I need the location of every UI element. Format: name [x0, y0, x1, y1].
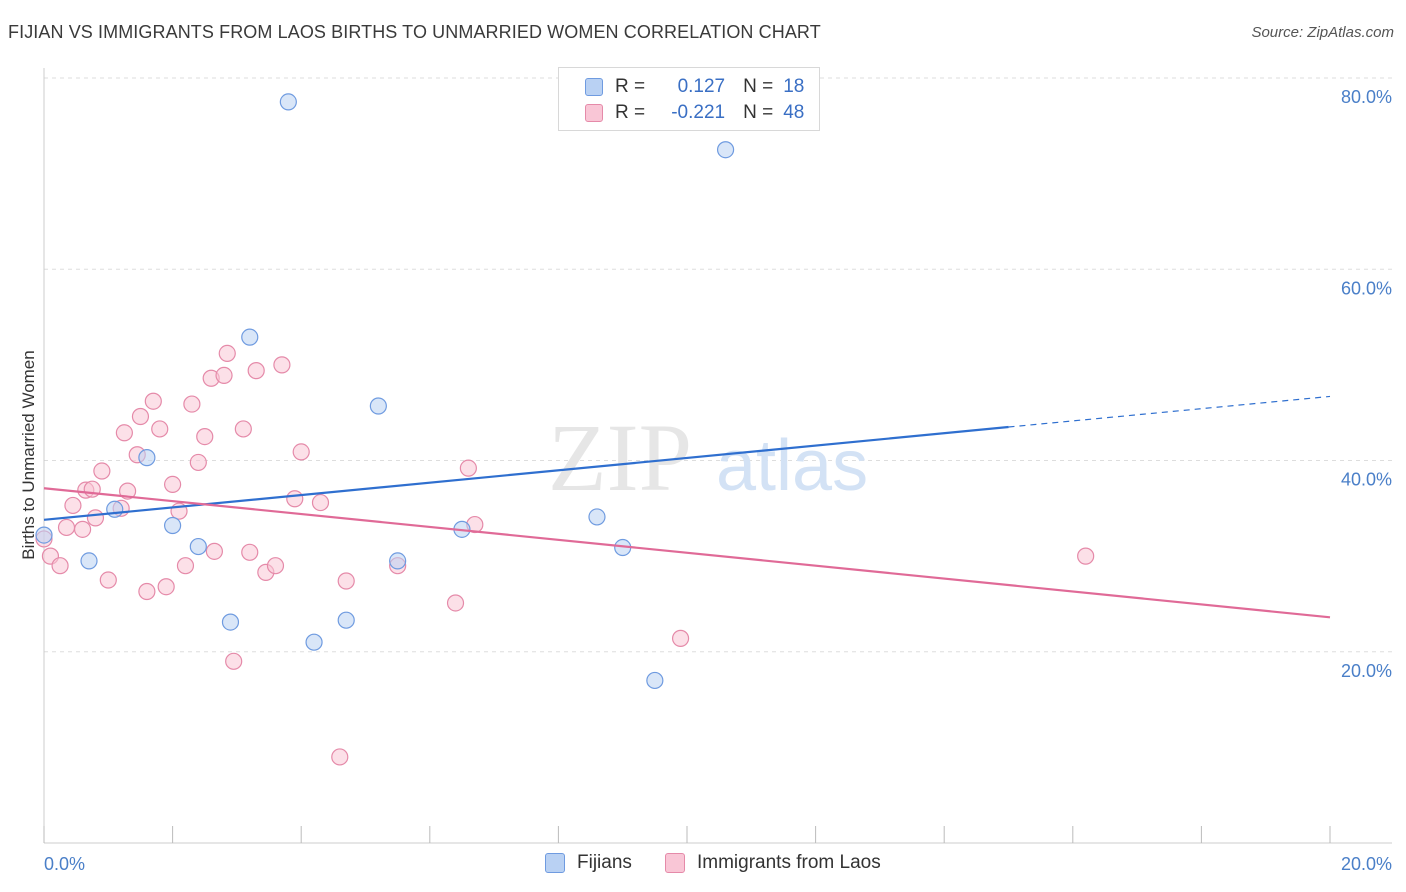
- laos-point: [151, 420, 169, 438]
- laos-point: [138, 582, 156, 601]
- laos-point: [196, 427, 214, 446]
- fijians-legend-label: Fijians: [577, 852, 632, 873]
- laos-point: [215, 366, 233, 384]
- laos-points: [35, 344, 1095, 766]
- fijian-point: [279, 93, 297, 111]
- y-tick-label: 60.0%: [1341, 278, 1392, 298]
- laos-point: [671, 629, 690, 647]
- laos-point: [241, 543, 259, 561]
- legend-row-laos: R = -0.221 N = 48: [585, 101, 804, 125]
- chart-title: FIJIAN VS IMMIGRANTS FROM LAOS BIRTHS TO…: [8, 22, 821, 42]
- x-tick-label-max: 20.0%: [1341, 854, 1392, 874]
- laos-swatch: [585, 104, 603, 122]
- y-tick-label: 80.0%: [1341, 87, 1392, 107]
- fijians-legend-swatch: [545, 853, 565, 873]
- laos-legend-swatch: [665, 853, 685, 873]
- fijian-point: [80, 552, 98, 570]
- n-value-laos: 48: [783, 102, 805, 123]
- fijian-point: [588, 508, 606, 526]
- laos-point: [234, 420, 252, 438]
- fijian-point: [241, 328, 259, 346]
- y-axis-title: Births to Unmarried Women: [19, 350, 38, 559]
- laos-point: [93, 462, 111, 480]
- laos-point: [205, 542, 223, 560]
- legend-row-fijians: R = 0.127 N = 18: [585, 75, 804, 99]
- fijian-point: [106, 500, 124, 518]
- laos-point: [144, 392, 162, 410]
- laos-point: [83, 480, 101, 498]
- r-value-laos: -0.221: [671, 102, 726, 123]
- laos-legend-label: Immigrants from Laos: [697, 852, 881, 873]
- x-tick-label-min: 0.0%: [44, 854, 85, 874]
- fijian-point: [164, 516, 182, 535]
- legend-item-fijians: Fijians: [545, 852, 632, 874]
- laos-point: [446, 594, 465, 612]
- fijian-point: [138, 449, 156, 467]
- laos-point: [311, 493, 330, 512]
- laos-point: [189, 453, 207, 472]
- laos-point: [157, 578, 175, 596]
- watermark-zip: ZIP: [548, 404, 692, 511]
- laos-point: [86, 509, 105, 527]
- fijian-point: [221, 613, 240, 631]
- grid-layer: 20.0% 40.0% 60.0% 80.0%: [44, 77, 1392, 681]
- laos-point: [247, 362, 265, 380]
- source-label: Source: ZipAtlas.com: [1251, 24, 1394, 41]
- laos-point: [292, 443, 310, 461]
- laos-point: [218, 344, 236, 362]
- laos-point: [225, 652, 243, 670]
- legend-item-laos: Immigrants from Laos: [665, 852, 881, 874]
- laos-point: [51, 557, 69, 575]
- fijians-swatch: [585, 78, 603, 96]
- zipatlas-watermark: ZIP atlas: [548, 404, 868, 511]
- correlation-legend: R = 0.127 N = 18 R = -0.221 N = 48: [558, 67, 820, 131]
- fijian-point: [716, 141, 735, 159]
- fijian-point: [646, 671, 664, 690]
- laos-point: [115, 424, 133, 442]
- n-label: N =: [743, 76, 774, 97]
- y-tick-label: 20.0%: [1341, 661, 1392, 681]
- fijian-point: [305, 633, 323, 651]
- series-legend: Fijians Immigrants from Laos: [0, 852, 1406, 876]
- laos-point: [118, 482, 137, 500]
- laos-point: [337, 572, 355, 590]
- y-tick-label: 40.0%: [1341, 470, 1392, 490]
- watermark-atlas: atlas: [716, 426, 868, 506]
- laos-point: [331, 748, 349, 766]
- fijian-point: [337, 611, 355, 629]
- laos-point: [164, 475, 182, 494]
- laos-point: [73, 520, 92, 538]
- laos-point: [176, 557, 195, 575]
- laos-trend-line: [43, 487, 1331, 619]
- r-value-fijians: 0.127: [677, 76, 726, 97]
- fijian-point: [189, 537, 207, 556]
- r-label: R =: [615, 76, 646, 97]
- laos-point: [57, 518, 76, 537]
- laos-point: [99, 571, 117, 589]
- n-value-fijians: 18: [783, 76, 805, 97]
- axis-layer: 0.0% 20.0%: [43, 68, 1392, 874]
- laos-point: [131, 407, 150, 426]
- laos-point: [273, 356, 291, 374]
- fijian-point: [35, 526, 53, 544]
- fijian-points: [35, 93, 735, 690]
- fijian-point: [389, 552, 407, 570]
- fijians-trend-extension: [1008, 395, 1331, 428]
- laos-point: [459, 459, 477, 477]
- laos-point: [183, 395, 201, 413]
- laos-point: [1077, 547, 1095, 565]
- laos-point: [64, 496, 82, 515]
- fijian-point: [369, 397, 387, 415]
- r-label: R =: [615, 102, 646, 123]
- trend-lines: [43, 395, 1331, 619]
- n-label: N =: [743, 102, 774, 123]
- laos-point: [266, 557, 285, 575]
- laos-point: [286, 490, 304, 508]
